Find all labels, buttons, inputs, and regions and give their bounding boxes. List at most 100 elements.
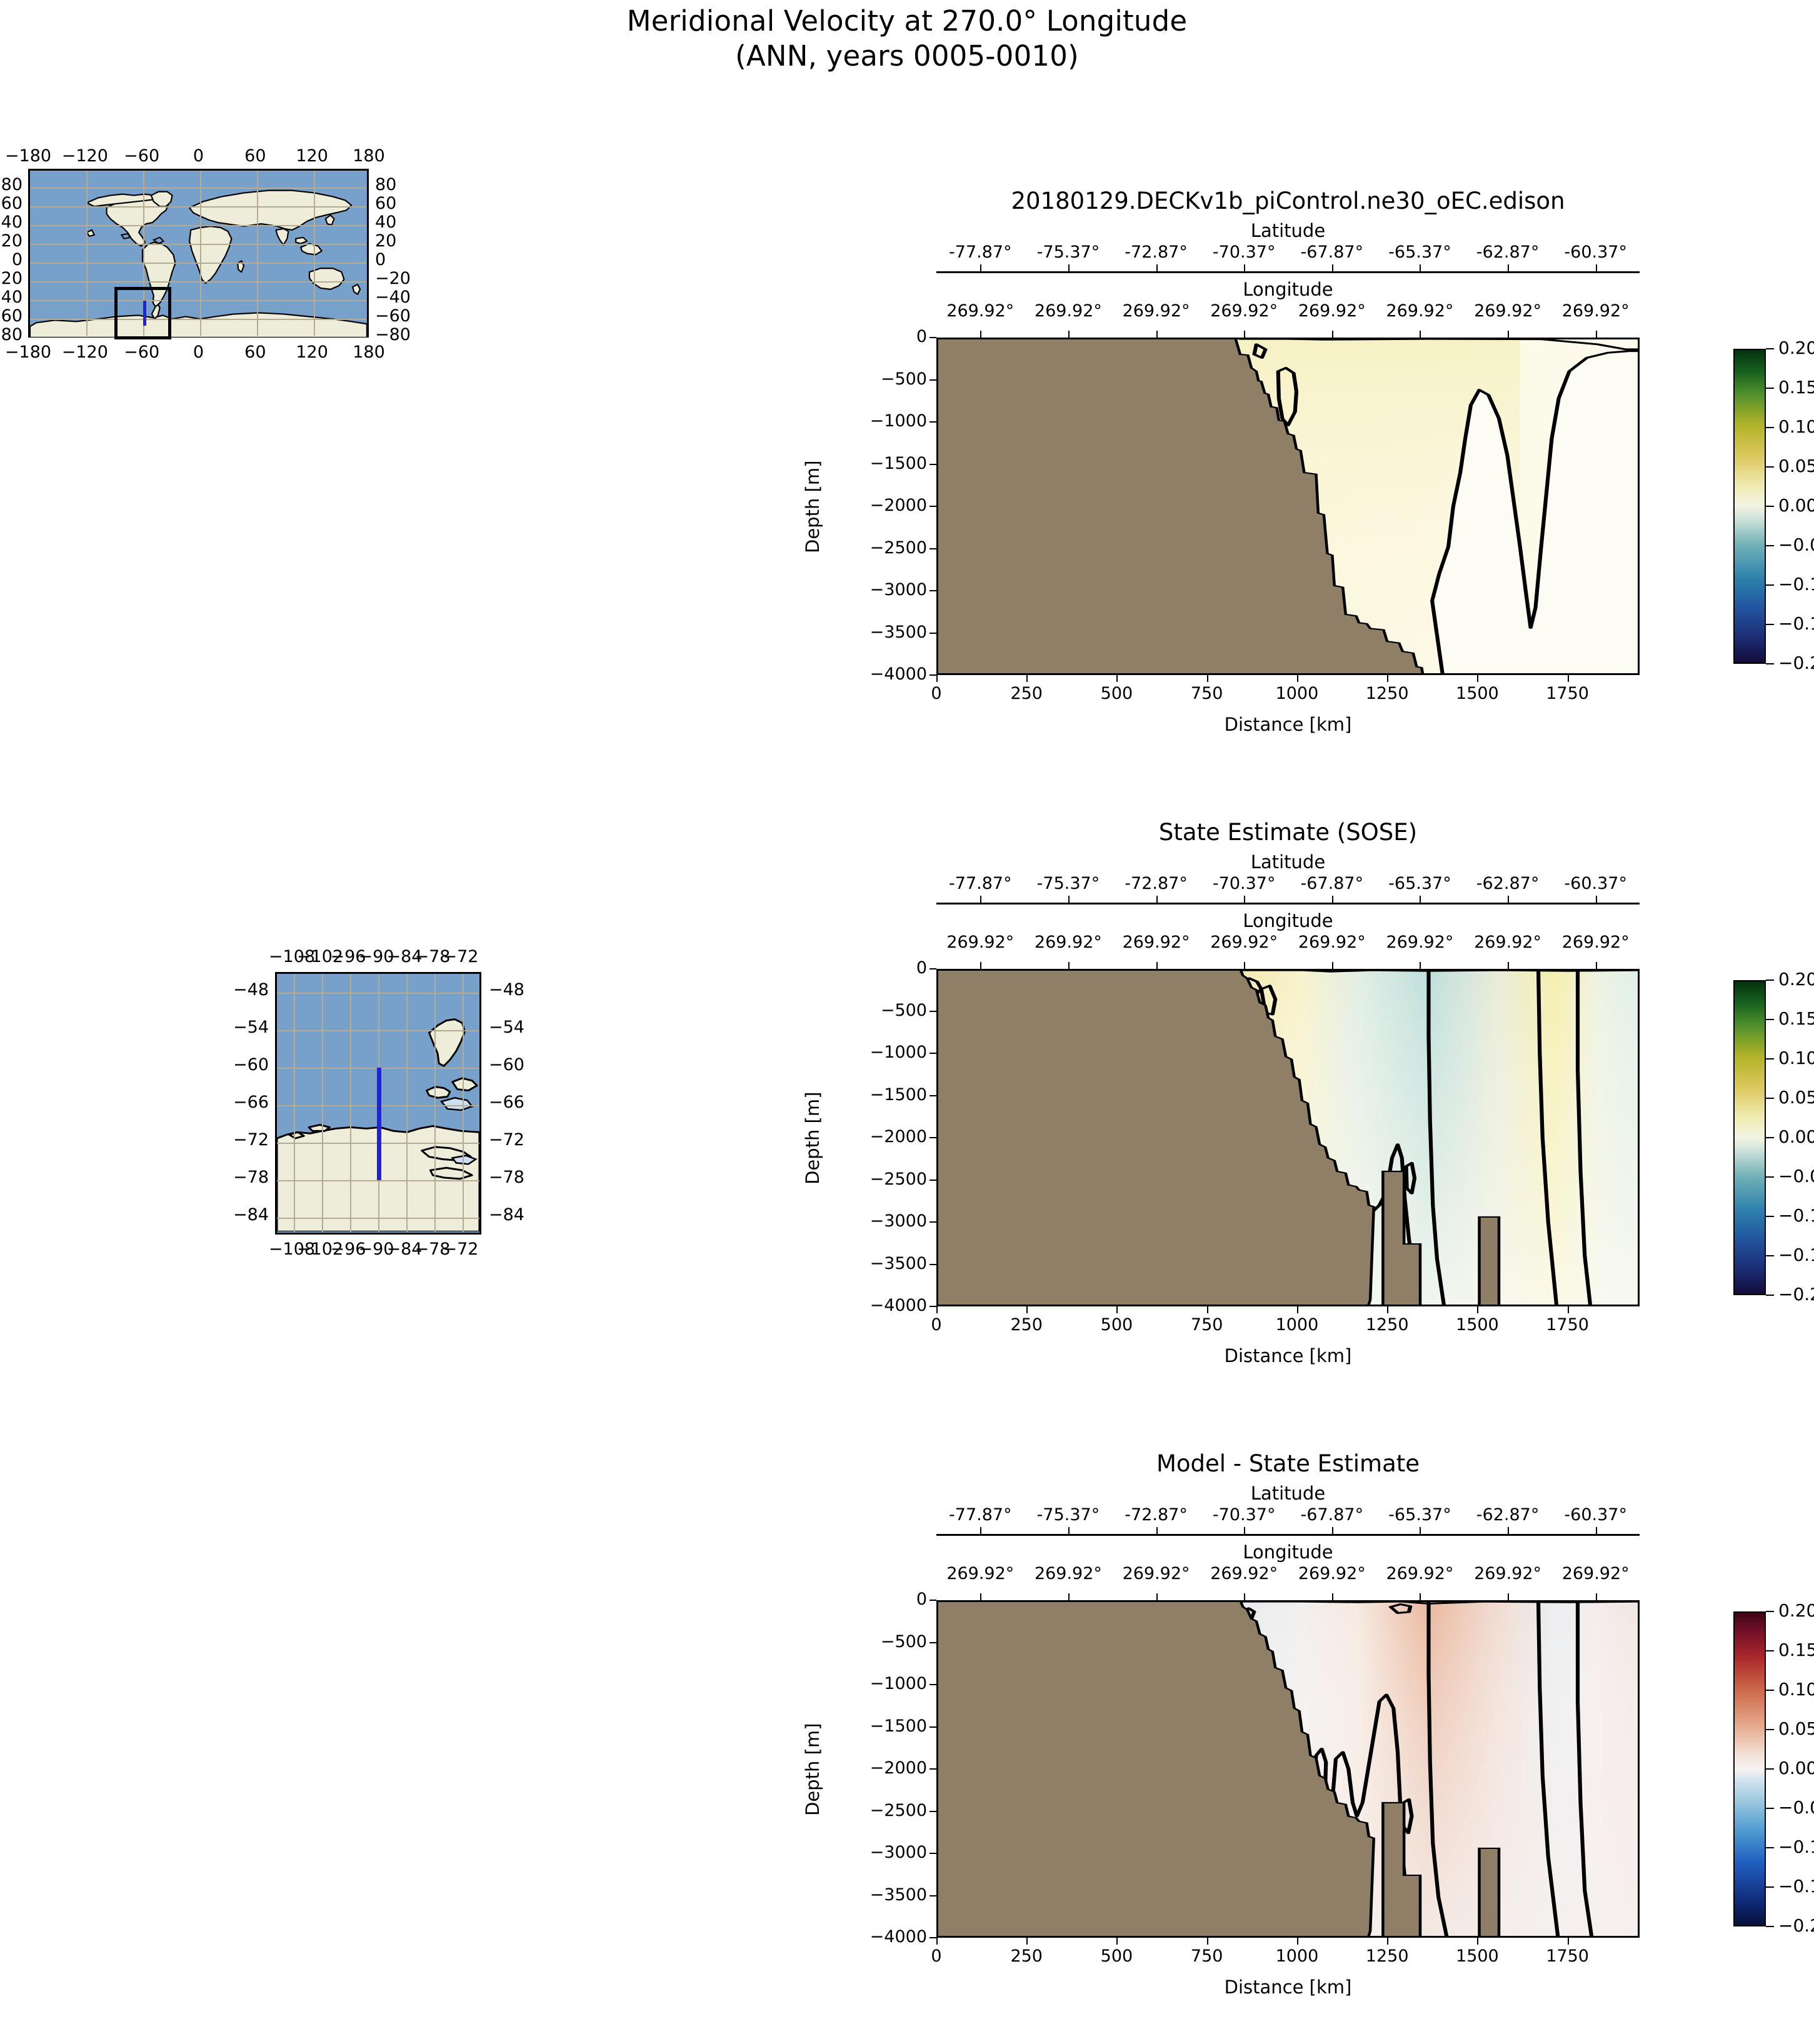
region-gridline-lon	[406, 974, 408, 1233]
distance-tick-label: 500	[1100, 1315, 1133, 1335]
depth-axis-tick	[930, 1137, 936, 1138]
depth-axis-tick	[930, 337, 936, 338]
world-lon-tick-label: 0	[193, 146, 204, 166]
world-lon-tick-label: −60	[124, 146, 160, 166]
depth-tick-label: −4000	[869, 1927, 927, 1946]
world-gridline-lat	[30, 188, 367, 189]
longitude-axis-tick	[1331, 1593, 1333, 1600]
latitude-axis-tick	[980, 896, 982, 903]
colorbar-model[interactable]	[1733, 349, 1766, 664]
latitude-tick-label: -77.87°	[949, 243, 1012, 262]
world-overview-map[interactable]: −180−120−60060120180808060604040202000−2…	[0, 146, 813, 363]
distance-axis-tick	[1116, 1306, 1118, 1313]
longitude-axis-tick	[1595, 962, 1597, 969]
depth-tick-label: −2500	[869, 1169, 927, 1189]
distance-tick-label: 1000	[1275, 1946, 1319, 1966]
colorbar-tick-label: −0.15	[1778, 613, 1814, 634]
distance-tick-label: 0	[931, 1946, 942, 1966]
longitude-axis-tick	[1595, 331, 1597, 338]
distance-tick-label: 750	[1190, 1315, 1223, 1335]
depth-tick-label: 0	[916, 958, 927, 978]
world-lat-tick-label: 20	[1, 231, 23, 251]
latitude-axis-label: Latitude	[1250, 851, 1326, 873]
distance-axis-tick	[1387, 1938, 1389, 1945]
world-gridline-lon	[143, 171, 144, 336]
distance-axis-label: Distance [km]	[1224, 1976, 1352, 1998]
region-lat-tick-label: −54	[489, 1018, 524, 1037]
bathymetry	[936, 1600, 1501, 1938]
bathymetry	[936, 969, 1501, 1306]
depth-axis-tick	[930, 1179, 936, 1181]
region-lon-tick-label: −108	[268, 947, 316, 966]
world-lat-tick-label: 80	[375, 175, 397, 194]
depth-tick-label: 0	[916, 327, 927, 346]
region-lat-tick-label: −72	[489, 1130, 524, 1150]
depth-axis-tick	[930, 506, 936, 507]
region-zoom-map[interactable]: −108 −108 −102 −102 −96 −96 −90 −90 −84 −84 −78 −78…	[206, 913, 656, 1300]
latitude-tick-label: -72.87°	[1125, 1505, 1188, 1525]
region-map-plot-area[interactable]	[275, 972, 481, 1235]
latitude-tick-label: -70.37°	[1212, 1505, 1276, 1525]
depth-axis-tick	[930, 674, 936, 676]
latitude-axis-tick	[1156, 1527, 1158, 1534]
depth-tick-label: −1000	[869, 1674, 927, 1693]
region-gridline-lon	[463, 974, 464, 1233]
distance-tick-label: 1000	[1275, 684, 1319, 703]
depth-tick-label: −3000	[869, 1211, 927, 1231]
latitude-tick-label: -67.87°	[1300, 243, 1364, 262]
colorbar-difference[interactable]	[1733, 1611, 1766, 1926]
distance-tick-label: 1750	[1546, 1946, 1589, 1966]
colorbar-tick-label: 0.00	[1778, 495, 1814, 516]
longitude-axis-tick	[1331, 962, 1333, 969]
latitude-axis-tick	[1156, 264, 1158, 271]
world-lat-tick-label: 40	[375, 213, 397, 232]
colorbar-sose[interactable]	[1733, 980, 1766, 1295]
depth-tick-label: −1500	[869, 453, 927, 473]
latitude-tick-label: -65.37°	[1388, 243, 1451, 262]
world-lon-tick-label: 120	[296, 343, 328, 362]
region-gridline-lat	[277, 993, 479, 994]
colorbar-tick	[1766, 1295, 1774, 1296]
longitude-tick-label: 269.92°	[1034, 933, 1102, 952]
depth-axis-tick	[930, 1263, 936, 1265]
longitude-axis-tick	[1244, 331, 1246, 338]
latitude-axis-tick	[1508, 264, 1510, 271]
depth-axis-tick	[930, 1768, 936, 1770]
distance-tick-label: 1250	[1365, 1315, 1409, 1335]
distance-axis-tick	[1477, 1938, 1479, 1945]
depth-tick-label: −1000	[869, 1043, 927, 1062]
colorbar-tick-label: 0.10	[1778, 416, 1814, 437]
longitude-axis-label: Longitude	[1243, 1541, 1333, 1563]
region-lon-tick-label: −72	[443, 947, 479, 966]
colorbar-tick	[1766, 1847, 1774, 1848]
colorbar-tick-label: −0.10	[1778, 574, 1814, 594]
cross-section-panel-model: 20180129.DECKv1b_piControl.ne30_oEC.edis…	[0, 188, 1814, 750]
depth-axis-tick	[930, 1600, 936, 1601]
latitude-axis-tick	[1156, 896, 1158, 903]
depth-tick-label: −500	[880, 369, 927, 389]
longitude-axis-label: Longitude	[1243, 279, 1333, 300]
cross-section-plot-sose[interactable]	[936, 969, 1640, 1306]
cross-section-plot-difference[interactable]	[936, 1600, 1640, 1938]
depth-tick-label: −3000	[869, 580, 927, 599]
velocity-field	[936, 338, 1640, 675]
region-lat-tick-label: −66	[489, 1093, 524, 1112]
world-gridline-lat	[30, 300, 367, 301]
longitude-axis-tick	[1156, 1593, 1158, 1600]
region-gridline-lat	[277, 1218, 479, 1219]
colorbar-tick-label: −0.20	[1778, 1284, 1814, 1305]
cross-section-plot-model[interactable]	[936, 338, 1640, 675]
transect-line	[377, 1068, 381, 1180]
world-map-plot-area[interactable]	[28, 169, 369, 339]
depth-axis-label: Depth [m]	[802, 1723, 823, 1816]
cross-section-panel-sose: State Estimate (SOSE) Latitude -77.87° -75.…	[0, 819, 1814, 1381]
colorbar-tick	[1766, 545, 1774, 546]
longitude-tick-label: 269.92°	[1034, 1564, 1102, 1583]
longitude-tick-label: 269.92°	[1561, 933, 1630, 952]
depth-tick-label: −2000	[869, 496, 927, 515]
latitude-tick-label: -75.37°	[1036, 1505, 1100, 1525]
depth-axis-label: Depth [m]	[802, 1091, 823, 1185]
longitude-axis-tick	[1068, 962, 1070, 969]
longitude-tick-label: 269.92°	[1122, 301, 1190, 321]
depth-tick-label: −2000	[869, 1758, 927, 1778]
